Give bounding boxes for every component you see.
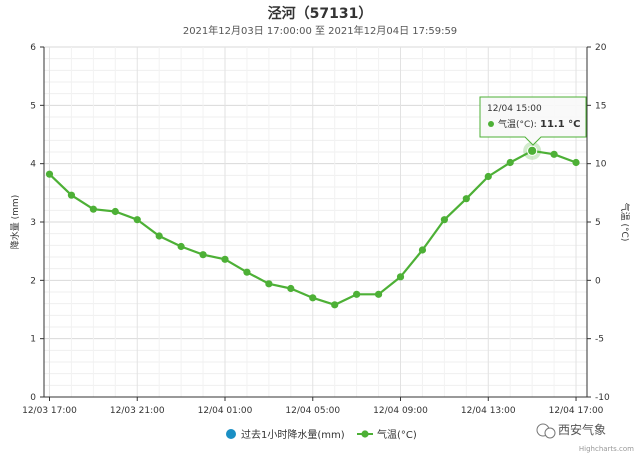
temperature-point[interactable]: [111, 207, 119, 216]
right-y-axis-title: 气温 (°C): [619, 203, 631, 242]
temperature-point[interactable]: [440, 216, 448, 224]
temperature-point[interactable]: [331, 301, 339, 309]
credit-text[interactable]: Highcharts.com: [579, 445, 634, 453]
legend-marker-temperature: [361, 430, 369, 438]
left-y-axis-title: 降水量 (mm): [9, 195, 21, 249]
temperature-point[interactable]: [550, 150, 558, 158]
x-axis-ticks: 12/03 17:00 12/03 21:00 12/04 01:00 12/04 0…: [22, 397, 604, 416]
temperature-point[interactable]: [374, 290, 383, 298]
chart-subtitle: 2021年12月03日 17:00:00 至 2021年12月04日 17:59…: [183, 24, 457, 37]
right-y-tick-label: 5: [595, 218, 601, 228]
x-tick-label: 12/04 01:00: [198, 406, 253, 416]
tooltip-time: 12/04 15:00: [487, 104, 542, 114]
legend[interactable]: 过去1小时降水量(mm) 气温(°C): [226, 428, 417, 441]
x-tick-label: 12/03 17:00: [22, 406, 77, 416]
left-y-tick-label: 4: [30, 160, 36, 170]
tooltip-value: 11.1 °C: [540, 119, 581, 130]
left-y-tick-label: 2: [30, 276, 36, 286]
temperature-point[interactable]: [396, 273, 405, 281]
temperature-point[interactable]: [484, 172, 492, 181]
x-tick-label: 12/04 13:00: [461, 406, 516, 416]
left-y-tick-label: 3: [30, 218, 36, 228]
x-tick-label: 12/03 21:00: [110, 406, 165, 416]
legend-item-precipitation[interactable]: 过去1小时降水量(mm): [226, 428, 345, 441]
tooltip-box: [479, 96, 587, 146]
legend-marker-precipitation: [226, 429, 236, 439]
temperature-point[interactable]: [506, 158, 514, 167]
left-y-tick-label: 6: [30, 43, 36, 53]
x-tick-label: 12/04 09:00: [373, 406, 428, 416]
right-y-axis-ticks: -10 -5 0 5 10 15 20: [587, 43, 610, 403]
wechat-icon: [536, 423, 556, 439]
temperature-point[interactable]: [309, 294, 317, 302]
tooltip: 12/04 15:00 气温(°C): 11.1 °C: [479, 96, 587, 160]
x-tick-label: 12/04 05:00: [285, 406, 340, 416]
legend-item-temperature[interactable]: 气温(°C): [357, 428, 417, 441]
temperature-point[interactable]: [418, 246, 427, 254]
right-y-tick-label: 10: [595, 160, 607, 170]
left-y-tick-label: 1: [30, 335, 36, 345]
temperature-point[interactable]: [353, 290, 361, 298]
watermark-text: 西安气象: [558, 422, 606, 437]
watermark: 西安气象: [536, 422, 606, 439]
temperature-point[interactable]: [89, 205, 97, 213]
left-y-axis-ticks: 0 1 2 3 4 5 6: [30, 43, 44, 403]
temperature-point[interactable]: [287, 284, 295, 293]
hover-point: [527, 145, 538, 156]
right-y-tick-label: 0: [595, 276, 601, 286]
tooltip-marker: [488, 121, 494, 127]
right-y-tick-label: -10: [595, 393, 610, 403]
temperature-point[interactable]: [243, 268, 251, 276]
left-y-tick-label: 5: [30, 101, 36, 111]
right-y-tick-label: 20: [595, 43, 607, 53]
legend-label-precipitation: 过去1小时降水量(mm): [241, 428, 345, 441]
legend-label-temperature: 气温(°C): [377, 428, 417, 441]
grid: [44, 46, 587, 398]
tooltip-label: 气温(°C):: [498, 118, 537, 130]
temperature-point[interactable]: [155, 232, 163, 240]
temperature-point[interactable]: [265, 280, 273, 288]
temperature-point[interactable]: [67, 191, 76, 199]
temperature-point[interactable]: [221, 255, 229, 263]
temperature-point[interactable]: [45, 170, 54, 178]
right-y-tick-label: -5: [595, 335, 604, 345]
temperature-point[interactable]: [133, 216, 141, 224]
left-y-tick-label: 0: [30, 393, 36, 403]
temperature-point[interactable]: [199, 251, 207, 259]
x-tick-label: 12/04 17:00: [549, 406, 604, 416]
chart-title: 泾河（57131）: [268, 5, 373, 22]
temperature-point[interactable]: [177, 242, 185, 251]
temperature-point[interactable]: [572, 158, 580, 167]
temperature-point[interactable]: [462, 195, 470, 203]
right-y-tick-label: 15: [595, 101, 606, 111]
